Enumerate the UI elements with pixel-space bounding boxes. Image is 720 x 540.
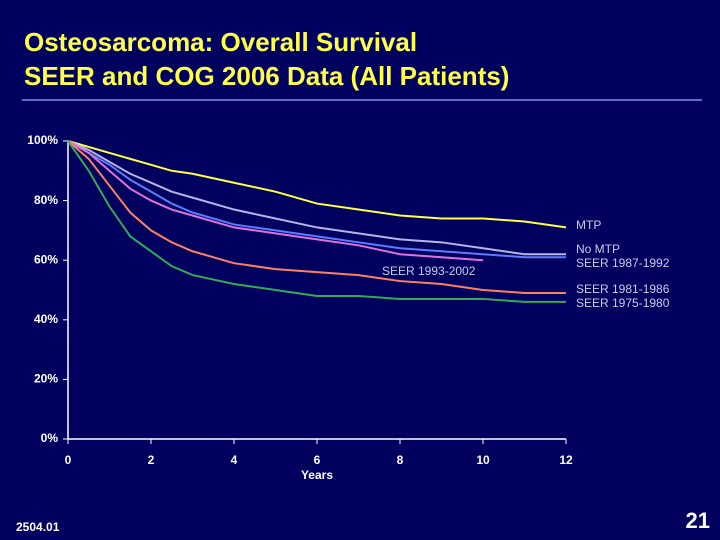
survival-line [67, 140, 567, 229]
title-line: Osteosarcoma: Overall Survival [24, 27, 417, 57]
x-axis-label: Years [301, 468, 333, 482]
x-tick-label: 4 [231, 453, 238, 467]
survival-line [67, 140, 484, 262]
y-tick-label: 80% [34, 193, 58, 207]
x-tick-label: 12 [559, 453, 573, 467]
series-label: SEER 1981-1986 [576, 282, 670, 296]
y-tick-label: 40% [34, 312, 58, 326]
survival-line [67, 140, 566, 303]
x-tick-label: 0 [65, 453, 72, 467]
survival-line [67, 140, 566, 256]
survival-line [67, 140, 566, 294]
series-label: No MTP [576, 242, 620, 256]
survival-line [67, 140, 566, 259]
x-tick-label: 6 [314, 453, 321, 467]
x-tick-label: 10 [476, 453, 490, 467]
y-tick-label: 20% [34, 372, 58, 386]
y-tick-label: 60% [34, 252, 58, 266]
series-label: SEER 1975-1980 [576, 296, 670, 310]
x-tick-label: 2 [148, 453, 155, 467]
page-number: 21 [686, 508, 710, 533]
x-tick-label: 8 [397, 453, 404, 467]
slide-code: 2504.01 [16, 520, 60, 534]
y-tick-label: 100% [27, 133, 58, 147]
series-label: MTP [576, 218, 601, 232]
series-label: SEER 1993-2002 [382, 264, 476, 278]
series-label: SEER 1987-1992 [576, 256, 670, 270]
title-line: SEER and COG 2006 Data (All Patients) [24, 61, 509, 91]
y-tick-label: 0% [41, 431, 59, 445]
